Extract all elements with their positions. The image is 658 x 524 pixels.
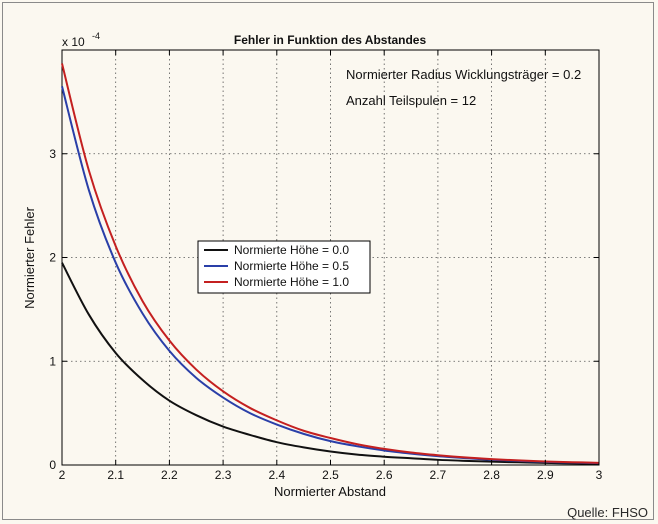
y-tick-label: 1 — [49, 354, 56, 368]
x-tick-label: 3 — [596, 468, 603, 482]
y-axis-label: Normierter Fehler — [22, 206, 37, 309]
series-line-2 — [61, 63, 600, 464]
x-tick-label: 2 — [59, 468, 66, 482]
x-tick-label: 2.8 — [483, 468, 500, 482]
x-tick-label: 2.1 — [107, 468, 124, 482]
source-note: Quelle: FHSO — [567, 505, 648, 520]
series-group — [61, 63, 600, 465]
annotation-teilspulen: Anzahl Teilspulen = 12 — [346, 93, 476, 108]
x-tick-label: 2.4 — [268, 468, 285, 482]
y-tick-label: 0 — [49, 458, 56, 472]
x-tick-label: 2.5 — [322, 468, 339, 482]
x-tick-label: 2.7 — [430, 468, 447, 482]
ticks-group: 2 2.1 2.2 2.3 2.4 2.5 2.6 2.7 2.8 2.9 3 0 1 2 3 — [49, 50, 603, 482]
chart-title: Fehler in Funktion des Abstandes — [234, 33, 427, 47]
legend-label-0: Normierte Höhe = 0.0 — [234, 243, 349, 257]
y-tick-label: 2 — [49, 251, 56, 265]
series-line-0 — [61, 262, 600, 465]
x-tick-label: 2.9 — [537, 468, 554, 482]
y-exponent-base: x 10 — [62, 35, 85, 49]
legend: Normierte Höhe = 0.0 Normierte Höhe = 0.… — [197, 240, 371, 294]
y-exponent-power: -4 — [92, 31, 100, 41]
x-tick-label: 2.2 — [161, 468, 178, 482]
x-axis-label: Normierter Abstand — [274, 484, 386, 499]
x-tick-label: 2.3 — [215, 468, 232, 482]
legend-label-2: Normierte Höhe = 1.0 — [234, 275, 349, 289]
legend-label-1: Normierte Höhe = 0.5 — [234, 259, 349, 273]
y-tick-label: 3 — [49, 147, 56, 161]
x-tick-label: 2.6 — [376, 468, 393, 482]
annotation-radius: Normierter Radius Wicklungsträger = 0.2 — [346, 67, 581, 82]
y-exponent: x 10 -4 — [62, 31, 100, 49]
